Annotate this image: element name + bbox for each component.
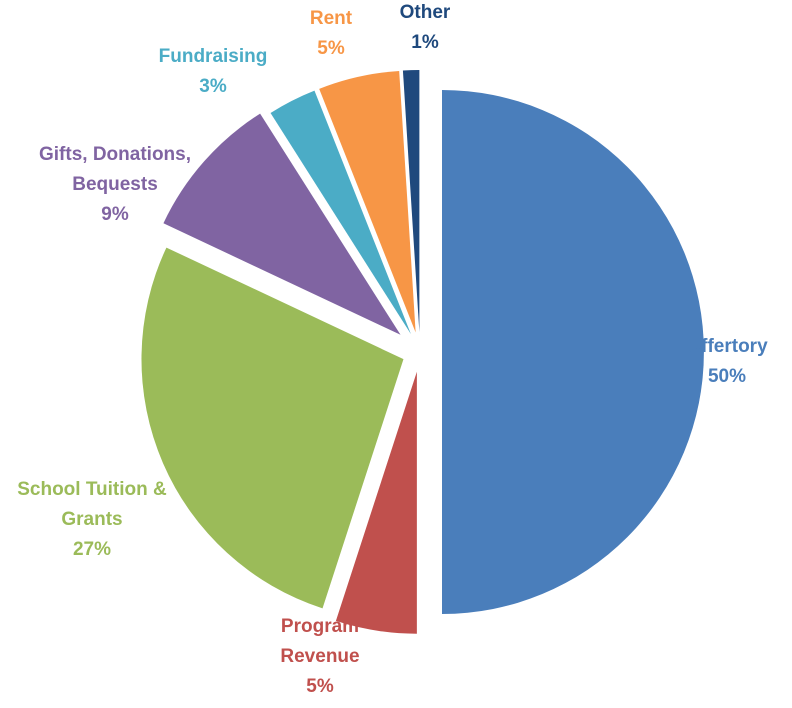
pie-slice-rent [319, 71, 416, 333]
pie-slice-offertory [442, 90, 704, 614]
data-label-text: School Tuition & [17, 479, 167, 500]
data-label-gifts-donations-bequests: Gifts, Donations, Bequests 9% [39, 144, 191, 225]
pie-slice-program-revenue [335, 371, 417, 634]
data-label-value: 5% [317, 38, 345, 59]
data-label-program-revenue: Program Revenue 5% [280, 616, 359, 697]
data-label-school-tuition-grants: School Tuition & Grants 27% [17, 479, 167, 560]
data-label-text: Grants [61, 509, 122, 530]
data-label-text: Other [400, 2, 451, 23]
data-label-text: Revenue [280, 646, 359, 667]
pie-slice-school-tuition-grants [141, 247, 404, 609]
data-label-value: 9% [101, 204, 129, 225]
data-label-value: 50% [708, 366, 746, 387]
data-label-text: Gifts, Donations, [39, 144, 191, 165]
data-label-value: 3% [199, 76, 227, 97]
pie-labels: Offertory 50% Program Revenue 5% School Tuiti… [17, 2, 768, 697]
data-label-other: Other 1% [400, 2, 451, 53]
data-label-text: Offertory [686, 336, 768, 357]
data-label-value: 1% [411, 32, 439, 53]
data-label-value: 27% [73, 539, 111, 560]
data-label-value: 5% [306, 676, 334, 697]
data-label-offertory: Offertory 50% [686, 336, 768, 387]
data-label-text: Bequests [72, 174, 158, 195]
pie-slices [141, 70, 704, 634]
data-label-text: Rent [310, 8, 353, 29]
pie-slice-fundraising [270, 90, 411, 335]
data-label-rent: Rent 5% [310, 8, 353, 59]
data-label-text: Fundraising [159, 46, 268, 67]
data-label-text: Program [281, 616, 359, 637]
data-label-fundraising: Fundraising 3% [159, 46, 268, 97]
pie-slice-other [402, 70, 420, 333]
pie-slice-gifts-donations-bequests [163, 113, 401, 335]
